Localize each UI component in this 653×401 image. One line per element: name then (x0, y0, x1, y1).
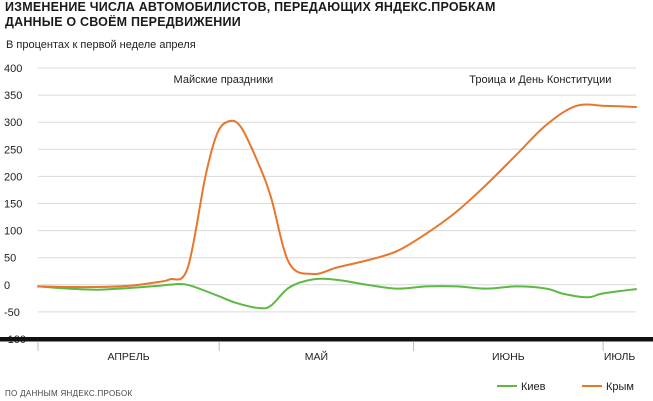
chart-subtitle: В процентах к первой неделе апреля (6, 39, 196, 51)
y-tick-label: 0 (4, 280, 10, 292)
y-tick-label: 50 (4, 253, 16, 265)
y-tick-label: 400 (4, 63, 22, 75)
x-axis-line (0, 337, 653, 342)
series-line-Крым (37, 103, 637, 289)
y-tick-label: 300 (4, 117, 22, 129)
series-lines (37, 103, 637, 310)
x-axis: АПРЕЛЬ МАЙ ИЮНЬ ИЮЛЬ (0, 337, 653, 363)
y-tick-label: 200 (4, 171, 22, 183)
chart-title-line-2: ДАННЫЕ О СВОЁМ ПЕРЕДВИЖЕНИИ (5, 15, 241, 29)
x-tick-label: АПРЕЛЬ (107, 351, 149, 363)
y-tick-label: 100 (4, 226, 22, 238)
x-tick-label: МАЙ (305, 350, 328, 363)
x-tick-label: ИЮЛЬ (604, 351, 636, 363)
legend-label: Киев (521, 381, 546, 393)
y-tick-label: 250 (4, 144, 22, 156)
annotation-label: Майские праздники (174, 74, 274, 86)
annotations: Майские праздники Троица и День Конституц… (174, 74, 612, 86)
legend: Киев Крым (497, 381, 634, 393)
x-tick-label: ИЮНЬ (492, 351, 525, 363)
chart-title: ИЗМЕНЕНИЕ ЧИСЛА АВТОМОБИЛИСТОВ, ПЕРЕДАЮЩ… (5, 0, 605, 30)
chart-title-line-1: ИЗМЕНЕНИЕ ЧИСЛА АВТОМОБИЛИСТОВ, ПЕРЕДАЮЩ… (5, 0, 496, 14)
y-tick-label: 350 (4, 90, 22, 102)
series-line-Киев (37, 277, 637, 310)
annotation-label: Троица и День Конституции (469, 74, 611, 86)
legend-label: Крым (606, 381, 634, 393)
y-tick-label: 150 (4, 199, 22, 211)
source-note: ПО ДАННЫМ ЯНДЕКС.ПРОБОК (5, 389, 133, 398)
grid-lines (38, 67, 636, 313)
y-tick-label: -50 (4, 307, 20, 319)
